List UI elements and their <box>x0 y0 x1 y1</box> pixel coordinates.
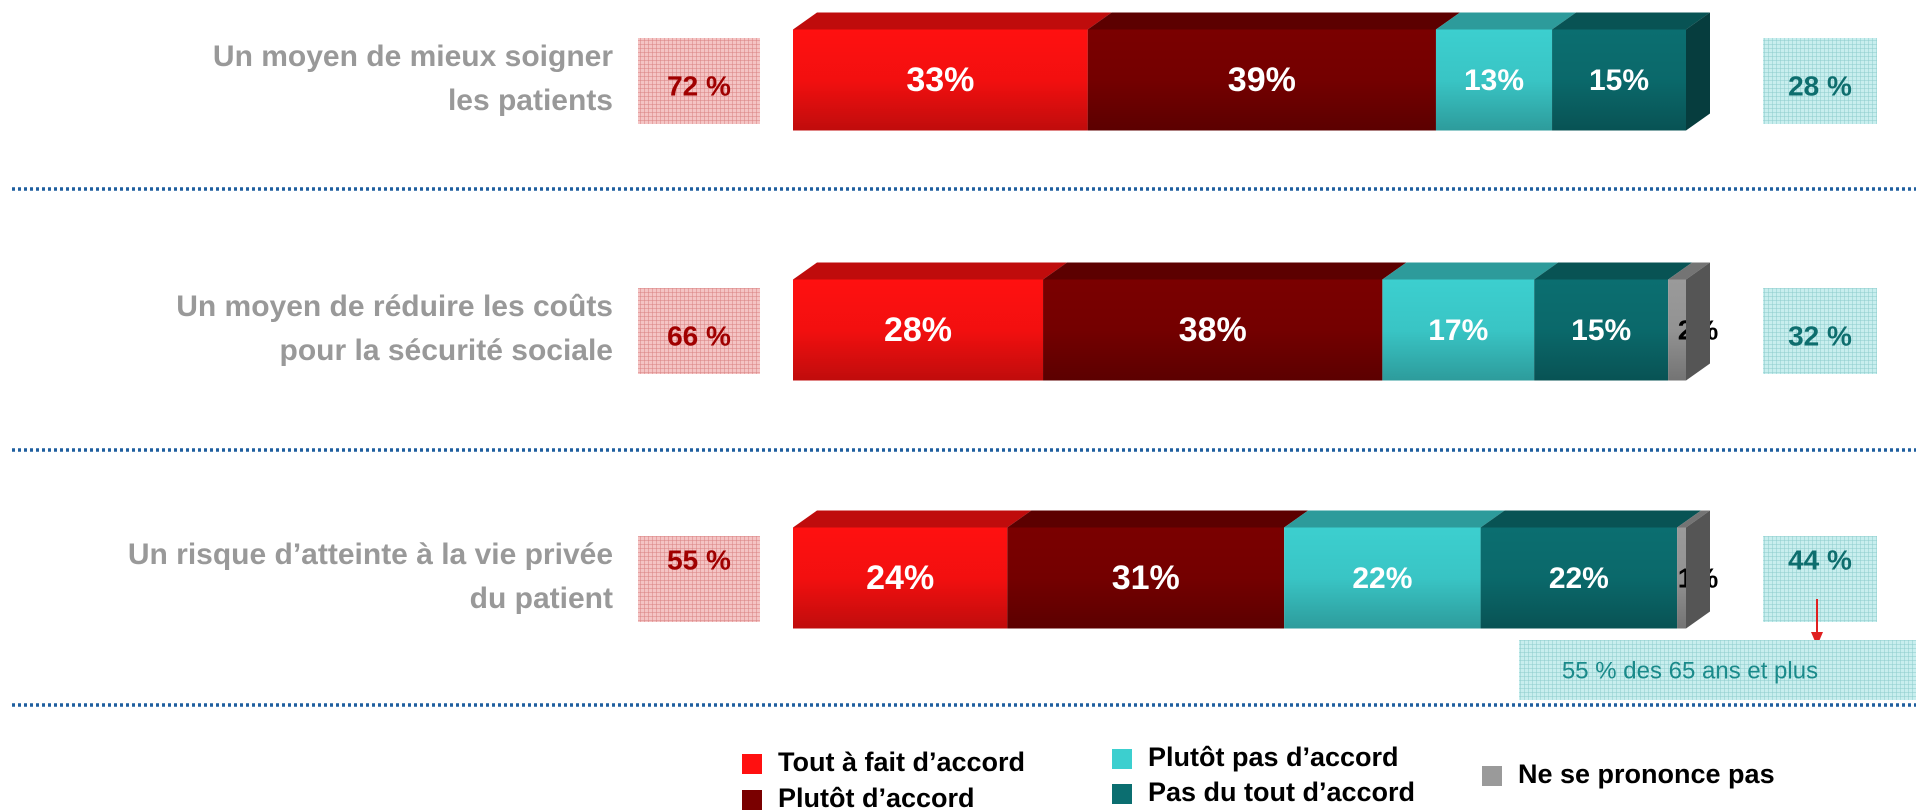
legend-label: Plutôt d’accord <box>778 783 975 811</box>
value-label: 22% <box>1352 562 1412 595</box>
bar-shade <box>1552 29 1686 131</box>
legend-label: Plutôt pas d’accord <box>1148 742 1399 772</box>
legend-swatch <box>742 790 762 810</box>
value-label: 28% <box>884 311 952 349</box>
bar-top <box>793 262 1068 280</box>
bar-top <box>1435 12 1577 30</box>
bar-shade <box>793 29 1088 131</box>
bar-shade <box>1382 279 1535 381</box>
bar-top <box>1480 510 1702 528</box>
bar-shade <box>1007 527 1285 629</box>
legend-label: Ne se prononce pas <box>1518 759 1775 789</box>
bar-shade <box>1534 279 1669 381</box>
bar-side <box>1686 12 1710 131</box>
bar-shade <box>1435 29 1553 131</box>
total-agree-box <box>638 536 760 622</box>
bar-shade <box>1043 279 1383 381</box>
bar-top <box>1677 510 1710 528</box>
value-label: 15% <box>1571 314 1631 347</box>
bar-top <box>1043 262 1407 280</box>
category-label: Un moyen de mieux soigner <box>213 40 613 73</box>
bar-shade <box>1677 527 1686 629</box>
bar-top <box>1007 510 1309 528</box>
bar-top <box>1668 262 1710 280</box>
bar-top <box>1534 262 1693 280</box>
bar-shade <box>1668 279 1686 381</box>
value-label: 24% <box>866 559 934 597</box>
value-label: 31% <box>1112 559 1180 597</box>
bar-top <box>1284 510 1505 528</box>
bar-top <box>793 510 1032 528</box>
legend-label: Tout à fait d’accord <box>778 747 1025 777</box>
legend-label: Pas du tout d’accord <box>1148 777 1415 807</box>
value-label: 15% <box>1589 64 1649 97</box>
value-label: 22% <box>1549 562 1609 595</box>
category-label: Un risque d’atteinte à la vie privée <box>128 538 613 571</box>
total-agree-box <box>638 38 760 124</box>
annotation-box <box>1519 640 1916 700</box>
total-disagree-box <box>1763 38 1877 124</box>
annotation: 55 % des 65 ans et plus <box>1562 657 1818 684</box>
total-agree-label: 72 % <box>667 70 731 101</box>
bar-shade <box>1087 29 1436 131</box>
legend-swatch <box>1112 784 1132 804</box>
value-label: 13% <box>1464 64 1524 97</box>
bar-shade <box>1480 527 1678 629</box>
bar-shade <box>793 279 1044 381</box>
bar-top <box>1382 262 1559 280</box>
bar-side <box>1686 262 1710 381</box>
bar-top <box>1552 12 1710 30</box>
category-label: du patient <box>470 582 613 615</box>
total-disagree-box <box>1763 288 1877 374</box>
category-label: les patients <box>448 84 613 117</box>
total-agree-label: 66 % <box>667 320 731 351</box>
bar-shade <box>793 527 1008 629</box>
bar-top <box>793 12 1112 30</box>
value-label: 38% <box>1179 311 1247 349</box>
bar-shade <box>1284 527 1481 629</box>
legend-swatch <box>742 754 762 774</box>
total-disagree-label: 32 % <box>1788 320 1852 351</box>
total-agree-label: 55 % <box>667 544 731 575</box>
total-disagree-label: 44 % <box>1788 544 1852 575</box>
annotation-arrowhead <box>1811 632 1823 646</box>
category-label: pour la sécurité sociale <box>280 334 613 367</box>
value-label: 17% <box>1428 314 1488 347</box>
value-label: 39% <box>1228 61 1296 99</box>
value-label: 33% <box>906 61 974 99</box>
category-label: Un moyen de réduire les coûts <box>176 290 613 323</box>
total-disagree-box <box>1763 536 1877 622</box>
bar-top <box>1087 12 1460 30</box>
legend-swatch <box>1482 766 1502 786</box>
bar-side <box>1686 510 1710 629</box>
legend-swatch <box>1112 749 1132 769</box>
total-agree-box <box>638 288 760 374</box>
total-disagree-label: 28 % <box>1788 70 1852 101</box>
